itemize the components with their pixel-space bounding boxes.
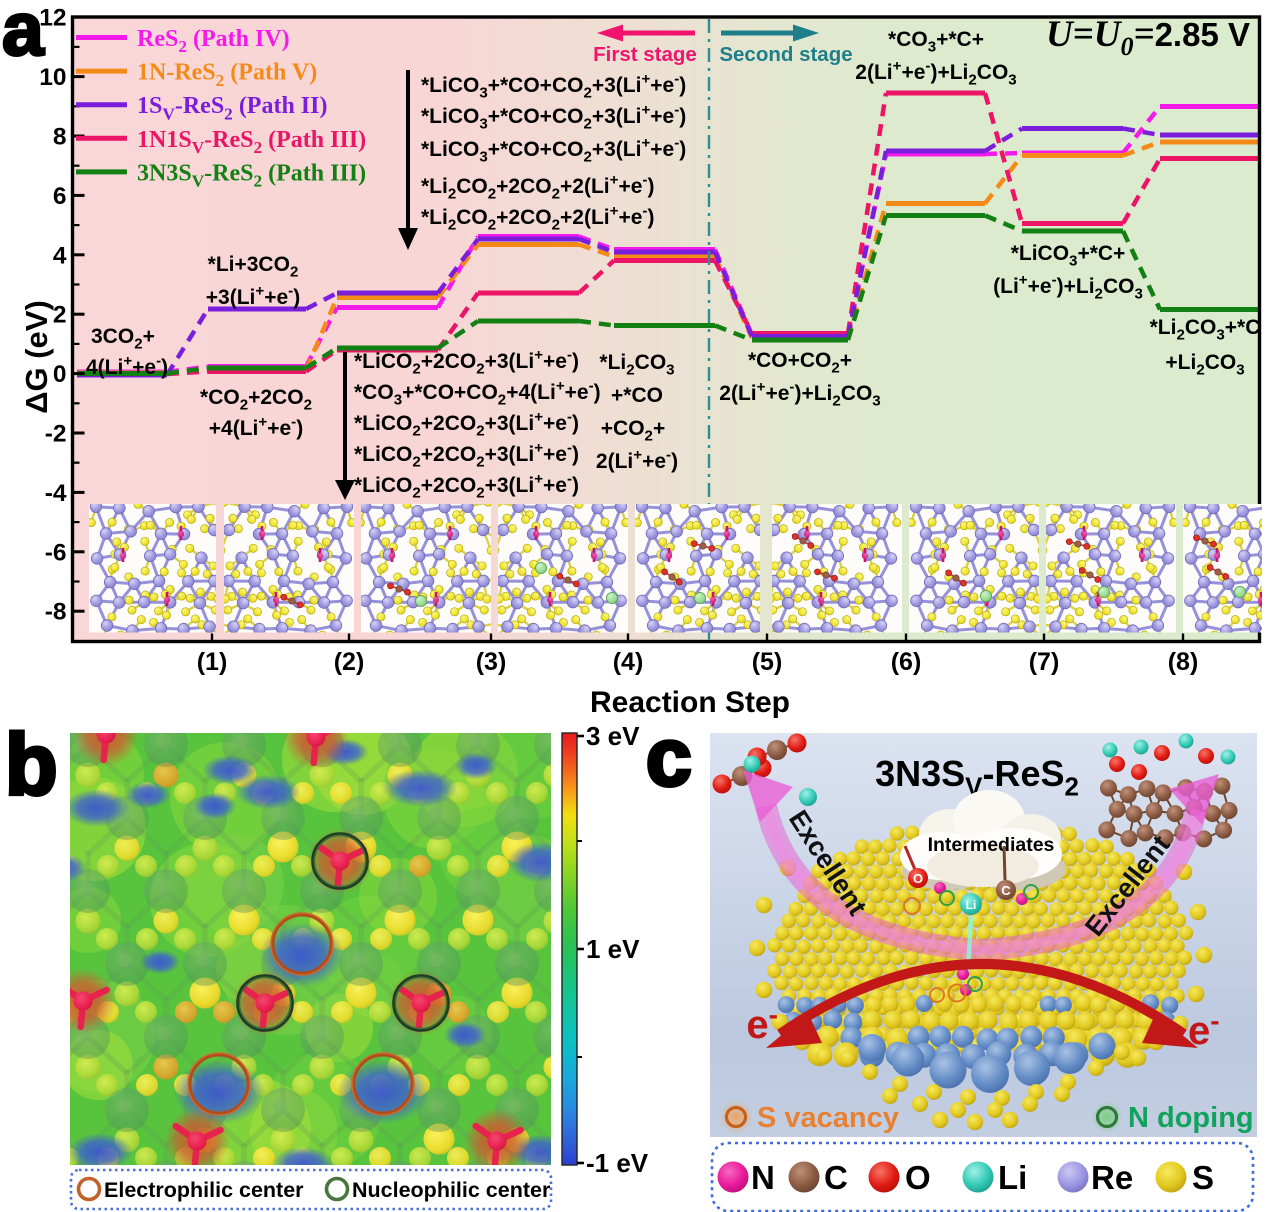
svg-text:(8): (8): [1168, 648, 1199, 676]
svg-text:Reaction Step: Reaction Step: [590, 686, 790, 719]
svg-text:e-: e-: [1188, 1005, 1220, 1053]
svg-text:b: b: [5, 717, 58, 813]
svg-text:*LiCO2​+2CO2​+3(Li+​+e-​): *LiCO2​+2CO2​+3(Li+​+e-​): [354, 471, 579, 502]
svg-text:(7): (7): [1029, 648, 1060, 676]
svg-text:C: C: [1001, 883, 1011, 898]
svg-text:2: 2: [53, 302, 67, 329]
svg-text:c: c: [646, 712, 692, 803]
svg-text:First stage: First stage: [593, 43, 697, 66]
svg-text:*Li2​CO2​+2CO2​+2(Li+​+e-​): *Li2​CO2​+2CO2​+2(Li+​+e-​): [421, 172, 654, 203]
svg-text:*LiCO2​+2CO2​+3(Li+​+e-​): *LiCO2​+2CO2​+3(Li+​+e-​): [354, 409, 579, 440]
svg-text:e-: e-: [746, 999, 778, 1047]
svg-text:(4): (4): [613, 648, 644, 676]
svg-text:12: 12: [39, 5, 66, 32]
svg-text:*LiCO2​+2CO2​+3(Li+​+e-​): *LiCO2​+2CO2​+3(Li+​+e-​): [354, 440, 579, 471]
svg-text:-8: -8: [45, 599, 67, 626]
svg-text:Second stage: Second stage: [719, 43, 852, 66]
svg-text:0: 0: [53, 361, 67, 388]
svg-text:(Li+​+e-​)+Li2​CO3​: (Li+​+e-​)+Li2​CO3​: [993, 272, 1143, 303]
svg-text:-1 eV: -1 eV: [586, 1148, 649, 1178]
svg-text:+3(Li+​+e-​): +3(Li+​+e-​): [206, 283, 300, 309]
svg-text:(5): (5): [752, 648, 783, 676]
svg-text:*Li2​CO3​: *Li2​CO3​: [599, 351, 674, 379]
svg-text:4: 4: [53, 242, 67, 269]
svg-text:Li: Li: [998, 1159, 1027, 1196]
svg-text:6: 6: [53, 183, 67, 210]
svg-text:C: C: [824, 1159, 848, 1196]
svg-text:+*CO: +*CO: [611, 384, 663, 407]
svg-text:*Li2​CO2​+2CO2​+2(Li+​+e-​): *Li2​CO2​+2CO2​+2(Li+​+e-​): [421, 203, 654, 234]
svg-text:(6): (6): [891, 648, 922, 676]
svg-text:*Li2​CO3​+*C: *Li2​CO3​+*C: [1150, 316, 1261, 344]
svg-text:(2): (2): [334, 648, 365, 676]
svg-text:3 eV: 3 eV: [586, 721, 640, 751]
svg-text:3CO2​+: 3CO2​+: [91, 325, 155, 353]
svg-text:-6: -6: [45, 539, 67, 566]
svg-text:8: 8: [53, 124, 67, 151]
svg-text:3N3SV​-ReS2​ (Path III): 3N3SV​-ReS2​ (Path III): [137, 160, 366, 190]
svg-text:a: a: [2, 0, 45, 71]
svg-text:2(Li+​+e-​)+Li2​CO3​: 2(Li+​+e-​)+Li2​CO3​: [855, 58, 1016, 89]
svg-text:(1): (1): [197, 648, 228, 676]
svg-text:S: S: [1192, 1159, 1214, 1196]
svg-text:Li: Li: [966, 898, 977, 912]
svg-text:+Li2​CO3​: +Li2​CO3​: [1165, 351, 1244, 379]
svg-text:1 eV: 1 eV: [586, 934, 640, 964]
svg-text:Nucleophilic center: Nucleophilic center: [352, 1178, 551, 1202]
svg-text:(3): (3): [476, 648, 507, 676]
svg-text:U=U0=2.85 V: U=U0=2.85 V: [1046, 14, 1250, 61]
svg-text:*CO2​+2CO2​: *CO2​+2CO2​: [200, 386, 312, 414]
svg-text:O: O: [913, 871, 923, 886]
svg-text:-2: -2: [45, 421, 67, 448]
svg-text:1N1SV​-ReS2​ (Path III): 1N1SV​-ReS2​ (Path III): [137, 127, 366, 157]
svg-text:*CO3​+*C+: *CO3​+*C+: [888, 28, 984, 56]
svg-text:ReS2​ (Path IV): ReS2​ (Path IV): [137, 26, 290, 56]
svg-text:Intermediates: Intermediates: [928, 834, 1055, 856]
svg-text:Re: Re: [1091, 1159, 1133, 1196]
svg-text:-4: -4: [45, 480, 67, 507]
svg-text:*Li+3CO2​: *Li+3CO2​: [208, 253, 299, 281]
svg-text:*LiCO2​+2CO2​+3(Li+​+e-​): *LiCO2​+2CO2​+3(Li+​+e-​): [354, 347, 579, 378]
svg-text:10: 10: [39, 64, 66, 91]
svg-text:2(Li+​+e-​)+Li2​CO3​: 2(Li+​+e-​)+Li2​CO3​: [719, 379, 880, 410]
svg-text:S vacancy: S vacancy: [757, 1102, 899, 1134]
svg-text:Electrophilic center: Electrophilic center: [104, 1178, 304, 1202]
svg-text:O: O: [905, 1159, 931, 1196]
svg-text:+4(Li+​+e-​): +4(Li+​+e-​): [209, 414, 303, 440]
svg-text:*LiCO3​+*C+: *LiCO3​+*C+: [1011, 242, 1126, 270]
svg-text:N: N: [751, 1159, 775, 1196]
svg-text:ΔG (eV): ΔG (eV): [19, 300, 54, 414]
svg-text:+CO2​+: +CO2​+: [601, 417, 665, 445]
svg-text:N doping: N doping: [1128, 1102, 1254, 1134]
svg-text:1N-ReS2​ (Path V): 1N-ReS2​ (Path V): [137, 60, 317, 90]
